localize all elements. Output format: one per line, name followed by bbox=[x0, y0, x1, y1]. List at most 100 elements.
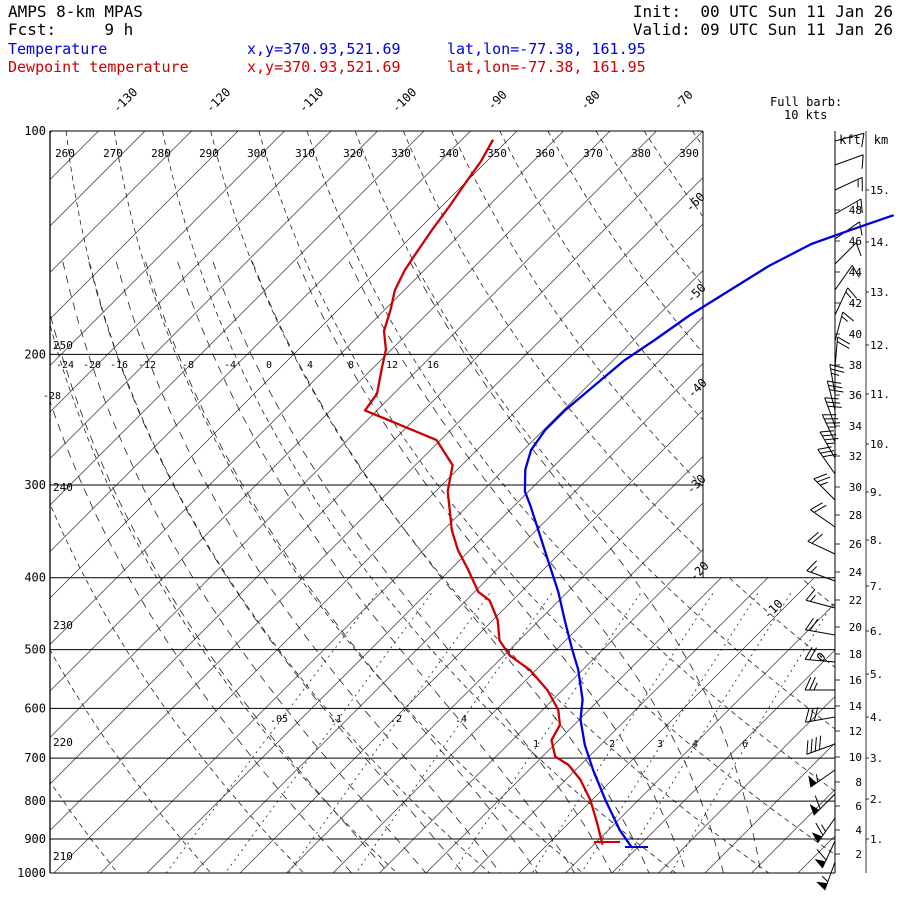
model-title: AMPS 8-km MPAS bbox=[8, 2, 143, 21]
kft-tick-label: 20 bbox=[849, 621, 862, 634]
km-tick-label: 3. bbox=[870, 752, 883, 765]
theta-label: 210 bbox=[53, 850, 73, 863]
isotherm-label: -130 bbox=[110, 85, 140, 115]
wind-barb bbox=[834, 198, 863, 215]
pressure-label: 900 bbox=[24, 832, 46, 846]
kft-tick-label: 42 bbox=[849, 297, 862, 310]
wind-barb bbox=[829, 363, 845, 395]
km-tick-label: 12. bbox=[870, 339, 890, 352]
valid-time: Valid: 09 UTC Sun 11 Jan 26 bbox=[632, 20, 893, 39]
kft-tick-label: 16 bbox=[849, 674, 862, 687]
theta-label: 320 bbox=[343, 147, 363, 160]
theta-label: 290 bbox=[199, 147, 219, 160]
moist-adiabat-label: 0 bbox=[266, 360, 272, 371]
mixing-ratio-label: .05 bbox=[270, 714, 288, 725]
profile-curves bbox=[363, 139, 894, 848]
wind-barb-legend-line1: Full barb: bbox=[770, 95, 843, 109]
kft-tick-label: 34 bbox=[849, 420, 863, 433]
km-tick-label: 4. bbox=[870, 711, 883, 724]
mixing-ratio-label: .4 bbox=[455, 714, 467, 725]
wind-barb bbox=[811, 817, 836, 843]
pressure-label: 1000 bbox=[17, 866, 46, 880]
wind-barb bbox=[826, 380, 844, 411]
kft-header: kft bbox=[839, 133, 861, 147]
dewpoint-latlon: lat,lon=-77.38, 161.95 bbox=[447, 58, 646, 76]
moist-adiabat-label: 4 bbox=[307, 360, 313, 371]
kft-tick-label: 44 bbox=[849, 266, 863, 279]
mixing-ratio-label: 4 bbox=[692, 739, 698, 750]
kft-tick-label: 26 bbox=[849, 538, 862, 551]
wind-barb bbox=[816, 861, 836, 891]
theta-label: 350 bbox=[487, 147, 507, 160]
isotherm-label: -70 bbox=[671, 88, 696, 113]
kft-tick-label: 12 bbox=[849, 725, 862, 738]
mixing-ratio-label: 1 bbox=[533, 739, 539, 750]
forecast-hour: Fcst: 9 h bbox=[8, 20, 134, 39]
wind-barb bbox=[806, 735, 836, 755]
km-tick-label: 14. bbox=[870, 236, 890, 249]
moist-adiabat-label: -28 bbox=[43, 391, 61, 402]
km-tick-label: 6. bbox=[870, 625, 883, 638]
theta-label: 230 bbox=[53, 619, 73, 632]
kft-tick-label: 24 bbox=[849, 566, 863, 579]
theta-label: 280 bbox=[151, 147, 171, 160]
kft-tick-label: 40 bbox=[849, 328, 862, 341]
wind-barb bbox=[805, 617, 836, 636]
isotherm-label: 0 bbox=[814, 650, 829, 665]
theta-label: 380 bbox=[631, 147, 651, 160]
km-tick-label: 2. bbox=[870, 793, 883, 806]
pressure-label: 100 bbox=[24, 124, 46, 138]
wind-barbs bbox=[804, 131, 865, 891]
isotherm-label: -10 bbox=[761, 597, 786, 622]
moist-adiabats bbox=[50, 261, 764, 873]
wind-barb bbox=[817, 446, 837, 475]
theta-label: 340 bbox=[439, 147, 459, 160]
moist-adiabat-label: -16 bbox=[110, 360, 128, 371]
moist-adiabat-label: 16 bbox=[427, 360, 439, 371]
pressure-label: 800 bbox=[24, 794, 46, 808]
wind-barb bbox=[834, 132, 865, 148]
wind-barb bbox=[805, 589, 836, 609]
isotherm-label: -80 bbox=[578, 88, 603, 113]
temperature-curve bbox=[523, 214, 894, 848]
km-tick-label: 11. bbox=[870, 388, 890, 401]
dewpoint-xy: x,y=370.93,521.69 bbox=[247, 58, 401, 76]
moist-adiabat-label: -24 bbox=[56, 360, 74, 371]
km-tick-label: 13. bbox=[870, 286, 890, 299]
moist-adiabat-label: 12 bbox=[386, 360, 398, 371]
wind-barb bbox=[834, 176, 863, 192]
pressure-label: 200 bbox=[24, 347, 46, 361]
theta-label: 310 bbox=[295, 147, 315, 160]
kft-tick-label: 30 bbox=[849, 481, 862, 494]
wind-barb bbox=[810, 502, 836, 528]
wind-barb bbox=[804, 706, 836, 723]
dewpoint-curve bbox=[363, 139, 604, 845]
pressure-label: 700 bbox=[24, 751, 46, 765]
theta-label: 360 bbox=[535, 147, 555, 160]
theta-label: 220 bbox=[53, 736, 73, 749]
mixing-ratio-label: 6 bbox=[742, 739, 748, 750]
isotherm-label: -30 bbox=[684, 472, 709, 497]
wind-barb bbox=[819, 430, 839, 459]
kft-tick-label: 38 bbox=[849, 359, 862, 372]
mixing-ratio-label: .2 bbox=[390, 714, 402, 725]
kft-tick-label: 46 bbox=[849, 235, 862, 248]
kft-tick-label: 22 bbox=[849, 594, 862, 607]
kft-tick-label: 4 bbox=[855, 824, 862, 837]
wind-barb bbox=[834, 287, 858, 316]
altitude-scale: kft km48464442403836343230282624222018161… bbox=[835, 131, 890, 873]
temperature-latlon: lat,lon=-77.38, 161.95 bbox=[447, 40, 646, 58]
kft-tick-label: 32 bbox=[849, 450, 862, 463]
init-time: Init: 00 UTC Sun 11 Jan 26 bbox=[632, 2, 893, 21]
kft-tick-label: 6 bbox=[855, 800, 862, 813]
theta-label: 370 bbox=[583, 147, 603, 160]
wind-barb bbox=[834, 265, 860, 291]
wind-barb bbox=[824, 397, 842, 427]
wind-barb bbox=[821, 414, 841, 443]
isotherm-label: -100 bbox=[389, 85, 419, 115]
kft-tick-label: 14 bbox=[849, 700, 863, 713]
theta-label: 270 bbox=[103, 147, 123, 160]
mixing-ratio-label: .1 bbox=[330, 714, 342, 725]
isotherm-label: -120 bbox=[203, 85, 233, 115]
